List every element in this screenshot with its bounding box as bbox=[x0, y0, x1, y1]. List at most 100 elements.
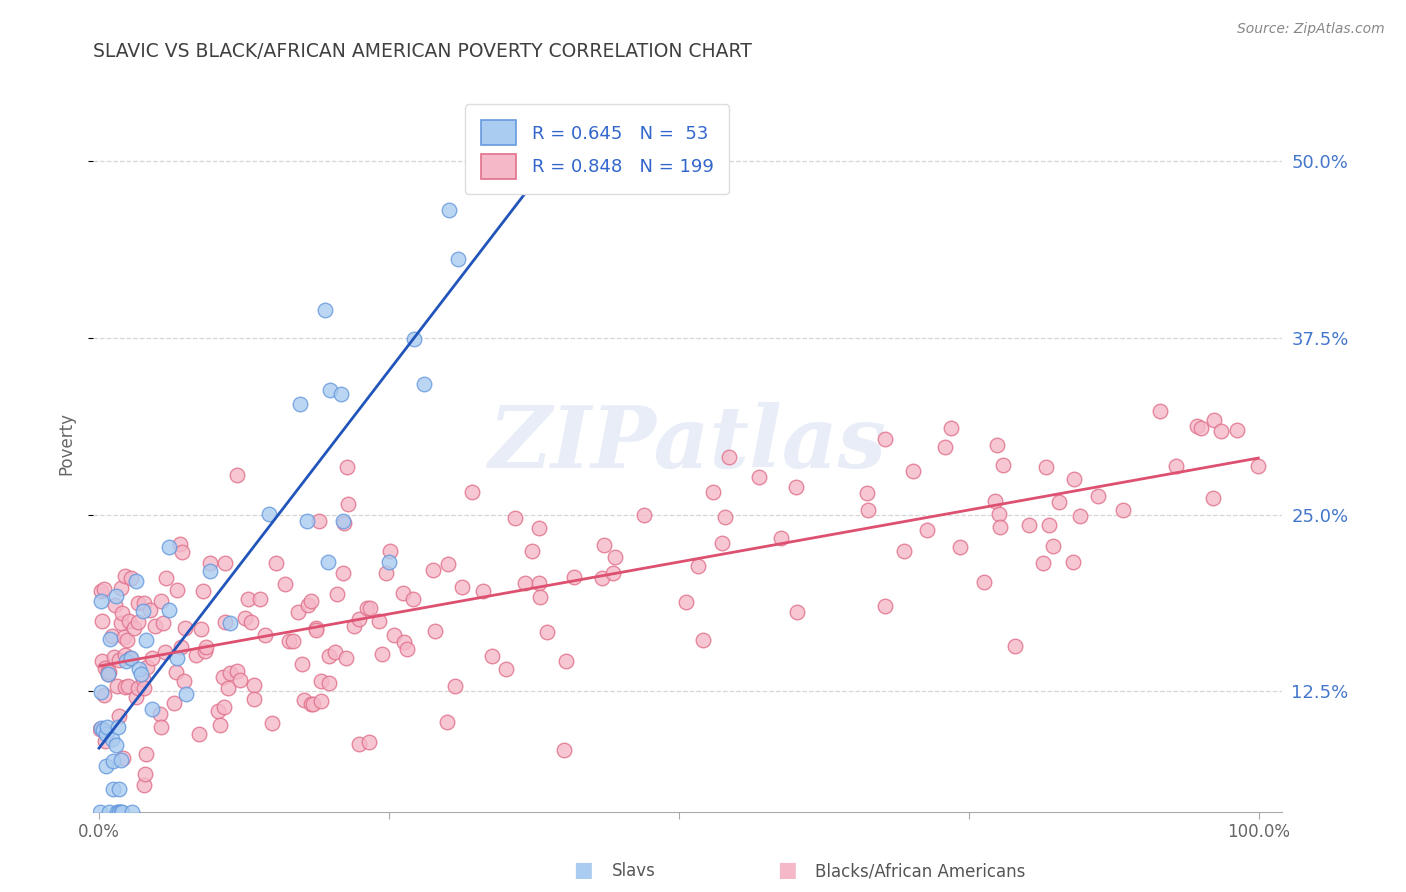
Point bbox=[110, 753, 132, 767]
Point bbox=[359, 735, 381, 749]
Point bbox=[318, 555, 340, 569]
Point bbox=[93, 661, 115, 675]
Point bbox=[274, 577, 297, 591]
Point bbox=[422, 563, 444, 577]
Point bbox=[198, 556, 221, 570]
Point bbox=[299, 698, 322, 712]
Point bbox=[1202, 413, 1225, 427]
Point bbox=[184, 648, 207, 662]
Point bbox=[118, 614, 141, 628]
Point bbox=[217, 681, 239, 695]
Point bbox=[314, 302, 336, 317]
Point bbox=[436, 715, 458, 730]
Point bbox=[939, 421, 962, 435]
Point bbox=[236, 591, 259, 606]
Point bbox=[132, 596, 155, 610]
Point bbox=[769, 531, 792, 545]
Point bbox=[536, 625, 558, 640]
Y-axis label: Poverty: Poverty bbox=[58, 412, 75, 475]
Point bbox=[1111, 503, 1133, 517]
Point bbox=[367, 615, 389, 629]
Point bbox=[132, 672, 155, 686]
Point bbox=[329, 387, 352, 401]
Point bbox=[1202, 491, 1225, 505]
Point bbox=[527, 520, 550, 534]
Point bbox=[101, 755, 124, 769]
Point bbox=[1038, 518, 1060, 533]
Point bbox=[1063, 473, 1085, 487]
Point bbox=[991, 458, 1014, 472]
Point bbox=[602, 566, 624, 580]
Point bbox=[873, 599, 896, 613]
Point bbox=[949, 540, 972, 554]
Point bbox=[299, 594, 322, 608]
Text: ZIPatlas: ZIPatlas bbox=[488, 402, 887, 485]
Point bbox=[97, 805, 120, 819]
Point bbox=[214, 700, 236, 714]
Point bbox=[125, 574, 148, 588]
Point bbox=[297, 514, 319, 528]
Point bbox=[527, 575, 550, 590]
Point bbox=[893, 543, 915, 558]
Point bbox=[94, 727, 117, 741]
Point bbox=[318, 676, 340, 690]
Point bbox=[1087, 489, 1109, 503]
Point bbox=[342, 619, 364, 633]
Point bbox=[110, 606, 132, 620]
Point bbox=[555, 654, 578, 668]
Point bbox=[1149, 404, 1171, 418]
Point bbox=[1062, 555, 1084, 569]
Point bbox=[1047, 494, 1070, 508]
Point bbox=[172, 545, 194, 559]
Point bbox=[118, 651, 141, 665]
Point bbox=[747, 470, 769, 484]
Point bbox=[112, 630, 135, 644]
Point bbox=[150, 720, 173, 734]
Point bbox=[371, 647, 394, 661]
Point bbox=[127, 615, 149, 629]
Point bbox=[702, 484, 724, 499]
Point bbox=[107, 708, 129, 723]
Point bbox=[194, 640, 217, 654]
Point bbox=[107, 720, 129, 734]
Point bbox=[152, 616, 174, 631]
Point bbox=[105, 679, 128, 693]
Point bbox=[124, 621, 146, 635]
Point bbox=[128, 662, 150, 676]
Point bbox=[110, 616, 132, 631]
Point bbox=[359, 600, 381, 615]
Point bbox=[1032, 556, 1054, 570]
Point bbox=[495, 662, 517, 676]
Point bbox=[402, 592, 425, 607]
Point bbox=[115, 633, 138, 648]
Point bbox=[934, 440, 956, 454]
Point bbox=[91, 614, 114, 628]
Point bbox=[873, 432, 896, 446]
Point bbox=[444, 679, 467, 693]
Point bbox=[108, 805, 131, 819]
Point bbox=[169, 537, 191, 551]
Point bbox=[294, 693, 316, 707]
Point bbox=[111, 805, 134, 819]
Point bbox=[380, 544, 402, 558]
Point bbox=[121, 805, 143, 819]
Point bbox=[166, 583, 188, 598]
Point bbox=[90, 685, 112, 699]
Point bbox=[1247, 459, 1270, 474]
Point bbox=[347, 611, 370, 625]
Point bbox=[856, 503, 879, 517]
Point bbox=[711, 536, 734, 550]
Point bbox=[593, 538, 616, 552]
Point bbox=[207, 704, 229, 718]
Point bbox=[114, 654, 136, 668]
Point bbox=[165, 665, 187, 680]
Point bbox=[1004, 639, 1026, 653]
Point bbox=[94, 734, 117, 748]
Point bbox=[226, 468, 249, 483]
Point bbox=[214, 615, 236, 629]
Point bbox=[305, 623, 328, 637]
Point bbox=[347, 737, 370, 751]
Point bbox=[901, 464, 924, 478]
Point bbox=[97, 667, 120, 681]
Point bbox=[323, 645, 346, 659]
